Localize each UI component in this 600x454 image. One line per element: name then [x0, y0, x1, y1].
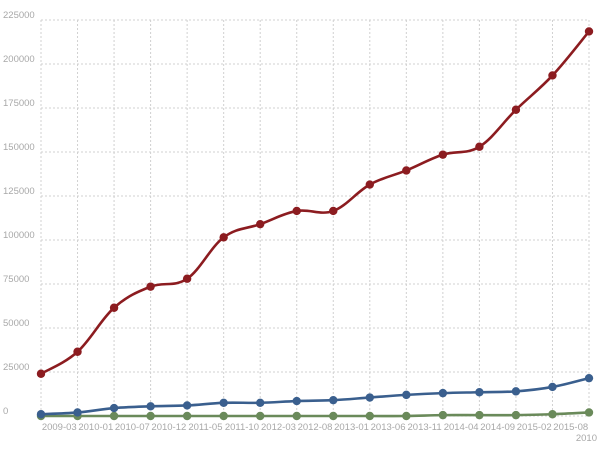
data-point[interactable]	[219, 233, 228, 242]
data-point[interactable]	[256, 398, 265, 407]
x-tick-label: 2013-06	[371, 422, 406, 433]
series-1	[36, 27, 594, 378]
data-point[interactable]	[292, 206, 301, 216]
data-point[interactable]	[402, 390, 411, 400]
y-tick-label: 100000	[3, 230, 35, 241]
y-tick-label: 175000	[3, 98, 35, 109]
data-point[interactable]	[438, 388, 448, 398]
series-line	[39, 376, 591, 416]
data-point[interactable]	[511, 410, 521, 420]
y-tick-label: 225000	[3, 10, 35, 21]
data-point[interactable]	[146, 282, 155, 291]
data-point[interactable]	[219, 398, 228, 407]
data-point[interactable]	[438, 150, 448, 159]
data-point[interactable]	[219, 411, 228, 421]
x-tick-label: 2015-08	[553, 422, 588, 433]
grid	[40, 19, 590, 417]
x-tick-label: 2010	[576, 433, 597, 444]
x-tick-label: 2011-05	[188, 422, 222, 433]
data-point[interactable]	[475, 388, 484, 397]
series-line	[39, 411, 591, 418]
x-tick-label: 2011-10	[225, 422, 259, 433]
data-point[interactable]	[36, 410, 46, 419]
y-tick-label: 25000	[3, 362, 29, 373]
series-layer	[36, 27, 594, 421]
data-point[interactable]	[365, 180, 374, 189]
data-point[interactable]	[584, 408, 594, 417]
x-tick-label: 2009-03	[42, 422, 77, 433]
data-point[interactable]	[511, 387, 521, 396]
data-point[interactable]	[584, 373, 594, 383]
data-point[interactable]	[475, 142, 484, 151]
y-tick-label: 150000	[3, 142, 35, 153]
data-point[interactable]	[548, 410, 557, 419]
data-point[interactable]	[182, 401, 192, 410]
data-point[interactable]	[109, 403, 119, 413]
data-point[interactable]	[584, 27, 594, 36]
data-point[interactable]	[109, 411, 119, 421]
x-tick-label: 2010-12	[151, 422, 186, 433]
data-point[interactable]	[292, 411, 301, 421]
x-tick-label: 2014-09	[480, 422, 515, 433]
data-point[interactable]	[402, 166, 411, 175]
series-2	[36, 373, 594, 419]
data-point[interactable]	[365, 411, 374, 421]
data-point[interactable]	[438, 410, 448, 420]
data-point[interactable]	[109, 303, 119, 312]
x-tick-label: 2010-01	[78, 422, 113, 433]
y-tick-label: 50000	[3, 318, 29, 329]
data-point[interactable]	[146, 402, 155, 411]
data-point[interactable]	[402, 411, 411, 421]
data-point[interactable]	[73, 347, 82, 356]
data-point[interactable]	[256, 219, 265, 229]
x-tick-label: 2014-04	[444, 422, 479, 433]
x-tick-label: 2012-03	[261, 422, 296, 433]
data-point[interactable]	[329, 206, 338, 216]
data-point[interactable]	[511, 105, 521, 114]
data-point[interactable]	[475, 410, 484, 420]
data-point[interactable]	[256, 411, 265, 421]
data-point[interactable]	[548, 382, 557, 392]
x-tick-label: 2013-11	[408, 422, 442, 433]
y-tick-label: 200000	[3, 54, 35, 65]
x-tick-label: 2013-01	[334, 422, 369, 433]
data-point[interactable]	[182, 411, 192, 421]
data-point[interactable]	[182, 274, 192, 283]
x-tick-label: 2010-07	[115, 422, 150, 433]
data-point[interactable]	[292, 396, 301, 406]
series-3	[36, 408, 594, 421]
data-point[interactable]	[146, 411, 155, 421]
data-point[interactable]	[329, 395, 338, 405]
x-tick-label: 2015-02	[517, 422, 552, 433]
data-point[interactable]	[36, 369, 46, 378]
x-tick-label: 2012-08	[298, 422, 333, 433]
y-tick-label: 125000	[3, 186, 35, 197]
data-point[interactable]	[365, 393, 374, 402]
y-tick-label: 75000	[3, 274, 29, 285]
axes: 0 25000 50000 75000 100000 125000 150000 175000…	[3, 10, 597, 444]
data-point[interactable]	[548, 71, 557, 80]
data-point[interactable]	[73, 408, 82, 417]
series-line	[39, 30, 591, 376]
y-tick-label: 0	[3, 406, 8, 417]
data-point[interactable]	[329, 411, 338, 421]
